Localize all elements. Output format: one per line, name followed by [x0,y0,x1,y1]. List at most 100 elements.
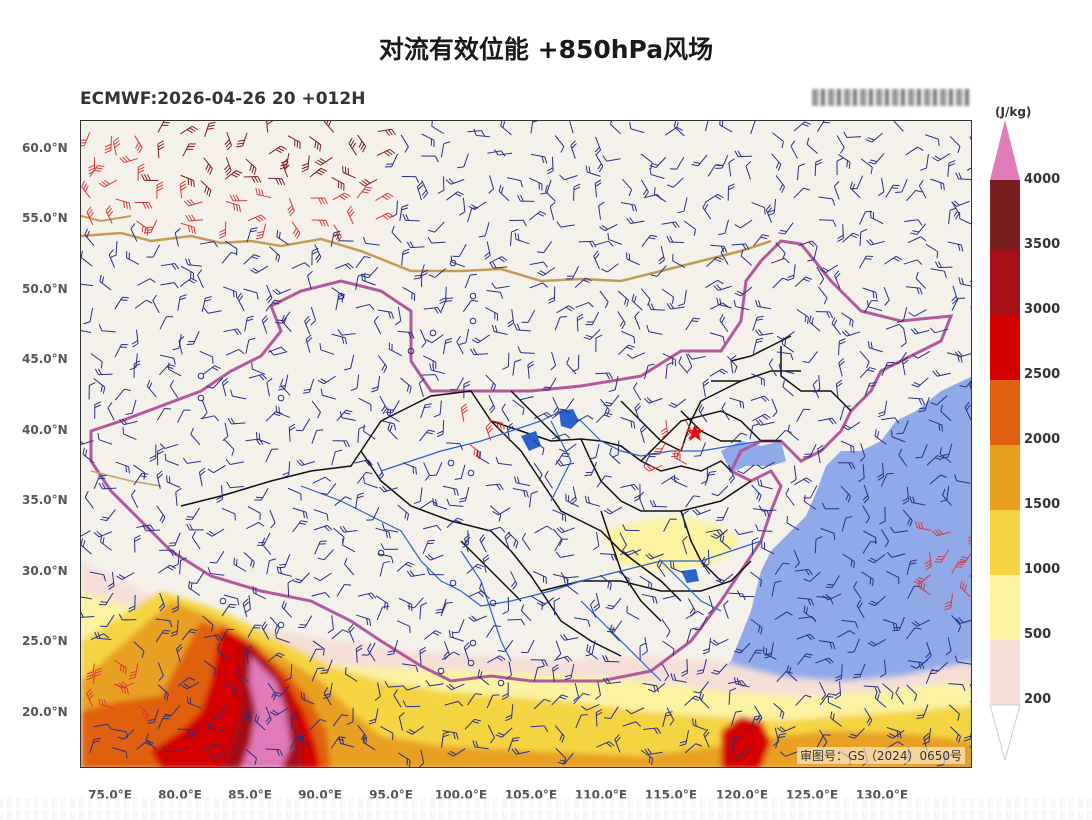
wind-barb [446,499,463,506]
wind-barb [905,287,923,295]
wind-barb [794,121,811,136]
wind-barb [652,187,669,202]
wind-barb [293,569,309,585]
wind-barb [461,404,470,422]
wind-barb [420,499,437,513]
wind-barb [303,377,314,395]
wind-barb [292,261,310,274]
wind-barb [424,307,442,315]
wind-barb [422,270,428,287]
wind-barb [242,289,260,299]
wind-barb [608,625,624,641]
wind-barb [425,549,443,561]
wind-barb [197,400,209,418]
wind-barb [340,538,358,551]
wind-barb [222,378,232,396]
wind-barb [906,145,923,159]
wind-barb [805,138,822,154]
wind-barb [197,351,215,363]
wind-barb [472,330,489,345]
wind-barb [557,219,575,228]
latitude-label: 30.0°N [22,564,72,578]
wind-barb [886,183,900,201]
wind-barb [844,131,861,138]
wind-barb [90,163,105,180]
wind-barb [134,535,141,552]
wind-barb [747,485,763,502]
wind-barb [714,280,732,291]
wind-barb [459,486,469,504]
colorbar-tick-label: 200 [1024,692,1051,707]
wind-barb [179,223,197,234]
wind-barb [670,154,684,172]
wind-barb [81,278,94,286]
calm-wind-circle [450,580,456,586]
wind-barb [518,346,535,353]
wind-barb [797,407,810,425]
wind-barb [447,630,465,641]
wind-barb [145,380,161,397]
wind-barb [906,188,922,205]
colorbar-tick-label: 1000 [1024,562,1060,577]
wind-barb [395,621,413,633]
calm-wind-circle [490,600,496,606]
wind-barb [486,290,504,298]
wind-barb [274,406,292,418]
wind-barb [187,329,199,347]
wind-barb [817,121,831,135]
wind-barb [418,463,430,481]
wind-barb [144,217,157,235]
wind-barb [946,242,964,252]
wind-barb [423,525,441,535]
wind-barb [81,448,98,463]
wind-barb [255,485,269,503]
wind-barb [278,374,287,392]
wind-barb [107,402,120,420]
wind-barb [329,177,347,190]
calm-wind-circle [198,373,204,379]
wind-barb [338,328,356,336]
wind-barb [728,159,736,177]
wind-barb [642,233,657,250]
wind-barb [304,316,316,334]
wind-barb [337,408,353,425]
wind-barb [173,333,182,351]
wind-barb [431,498,449,509]
wind-barb [842,231,859,247]
wind-barb [346,206,359,224]
wind-barb [158,121,171,135]
wind-barb [836,380,844,398]
wind-barb [630,294,647,310]
wind-barb [227,480,244,487]
wind-barb [923,135,941,146]
wind-barb [130,353,138,371]
wind-barb [226,348,244,360]
wind-barb [812,380,824,398]
wind-barb [266,378,275,396]
latitude-label: 35.0°N [22,493,72,507]
wind-barb [637,289,653,306]
colorbar-tick-label: 3500 [1024,237,1060,252]
wind-barb [710,302,728,315]
wind-barb [333,441,350,447]
wind-barb [948,160,956,177]
wind-barb [708,162,722,180]
wind-barb [506,178,524,187]
wind-barb [659,641,676,656]
wind-barb [81,525,90,539]
wind-barb [575,414,593,428]
wind-barb [183,141,196,159]
wind-barb [158,141,165,158]
wind-barb [340,524,358,532]
wind-barb [784,488,799,505]
wind-barb [446,174,464,186]
wind-barb [601,259,618,274]
colorbar-segment [990,445,1020,510]
wind-barb [226,456,244,465]
wind-barb [402,177,419,183]
wind-barb [266,447,279,465]
wind-barb [855,351,871,368]
wind-barb [648,168,666,179]
wind-barb [579,241,596,248]
wind-barb [549,529,564,546]
